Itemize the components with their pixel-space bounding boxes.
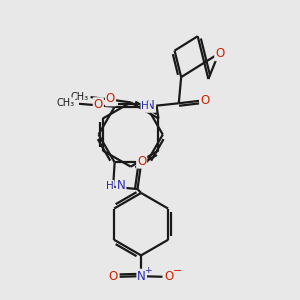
Text: O: O: [109, 270, 118, 283]
Text: N: N: [146, 99, 155, 112]
Text: +: +: [144, 266, 152, 275]
Text: H: H: [141, 101, 149, 111]
Text: O: O: [106, 92, 115, 105]
Text: CH₃: CH₃: [70, 92, 88, 101]
Text: H: H: [106, 181, 113, 191]
Text: O: O: [215, 47, 224, 60]
Text: N: N: [117, 179, 125, 192]
Text: O: O: [94, 98, 103, 111]
Text: −: −: [173, 266, 183, 276]
Text: O: O: [200, 94, 210, 107]
Text: CH₃: CH₃: [56, 98, 74, 108]
Text: O: O: [137, 155, 146, 168]
Text: O: O: [164, 270, 174, 283]
Text: N: N: [137, 270, 146, 283]
